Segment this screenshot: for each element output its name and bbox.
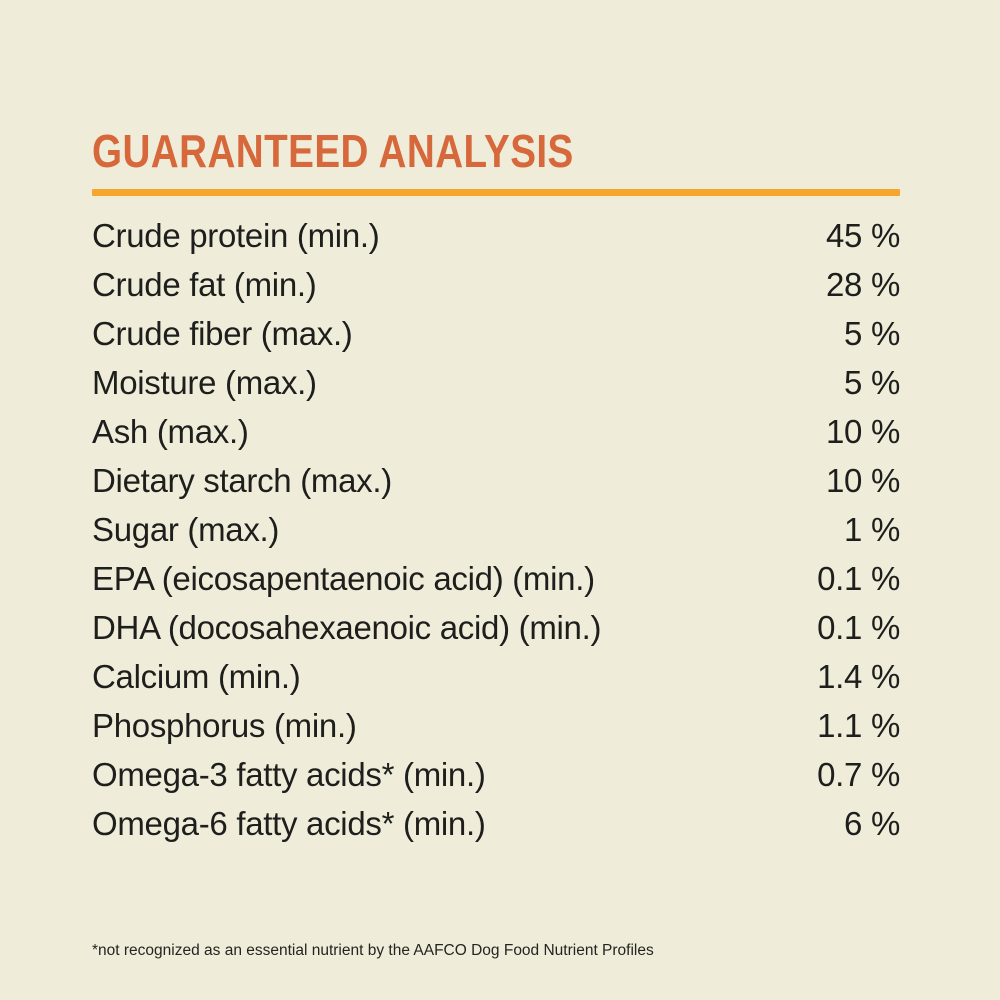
nutrient-label: Dietary starch (max.) [92,462,392,499]
table-row: Calcium (min.) 1.4 % [92,652,900,701]
table-row: EPA (eicosapentaenoic acid) (min.) 0.1 % [92,554,900,603]
nutrient-value: 10 % [825,462,900,499]
table-row: Omega-3 fatty acids* (min.) 0.7 % [92,750,900,799]
nutrient-label: Crude fat (min.) [92,266,317,303]
nutrient-value: 6 % [844,805,900,842]
analysis-table: Crude protein (min.) 45 % Crude fat (min.)… [92,211,900,848]
nutrient-label: Omega-6 fatty acids* (min.) [92,805,486,842]
table-row: Phosphorus (min.) 1.1 % [92,701,900,750]
nutrient-label: Phosphorus (min.) [92,707,357,744]
nutrient-label: Calcium (min.) [92,658,301,695]
nutrient-label: Sugar (max.) [92,511,280,548]
nutrient-label: Ash (max.) [92,413,249,450]
table-row: Omega-6 fatty acids* (min.) 6 % [92,799,900,848]
nutrient-label: EPA (eicosapentaenoic acid) (min.) [92,560,595,597]
nutrient-value: 28 % [825,266,900,303]
title-underline-rule [92,189,900,196]
page-title: GUARANTEED ANALYSIS [92,128,900,174]
footnote: *not recognized as an essential nutrient… [92,942,654,959]
nutrient-label: Moisture (max.) [92,364,317,401]
nutrient-value: 10 % [825,413,900,450]
table-row: DHA (docosahexaenoic acid) (min.) 0.1 % [92,603,900,652]
nutrient-label: DHA (docosahexaenoic acid) (min.) [92,609,602,646]
nutrient-value: 0.7 % [817,756,900,793]
nutrient-value: 45 % [825,217,900,254]
nutrient-value: 5 % [844,364,900,401]
nutrient-label: Omega-3 fatty acids* (min.) [92,756,486,793]
nutrient-value: 1 % [844,511,900,548]
table-row: Ash (max.) 10 % [92,407,900,456]
nutrient-label: Crude protein (min.) [92,217,380,254]
nutrient-value: 5 % [844,315,900,352]
page-title-text: GUARANTEED ANALYSIS [92,125,574,177]
nutrient-value: 0.1 % [817,609,900,646]
table-row: Sugar (max.) 1 % [92,505,900,554]
label-content: GUARANTEED ANALYSIS Crude protein (min.)… [92,128,900,848]
table-row: Crude protein (min.) 45 % [92,211,900,260]
table-row: Crude fat (min.) 28 % [92,260,900,309]
nutrient-value: 1.4 % [817,658,900,695]
table-row: Dietary starch (max.) 10 % [92,456,900,505]
nutrient-label: Crude fiber (max.) [92,315,353,352]
table-row: Moisture (max.) 5 % [92,358,900,407]
table-row: Crude fiber (max.) 5 % [92,309,900,358]
nutrient-value: 0.1 % [817,560,900,597]
nutrient-value: 1.1 % [817,707,900,744]
